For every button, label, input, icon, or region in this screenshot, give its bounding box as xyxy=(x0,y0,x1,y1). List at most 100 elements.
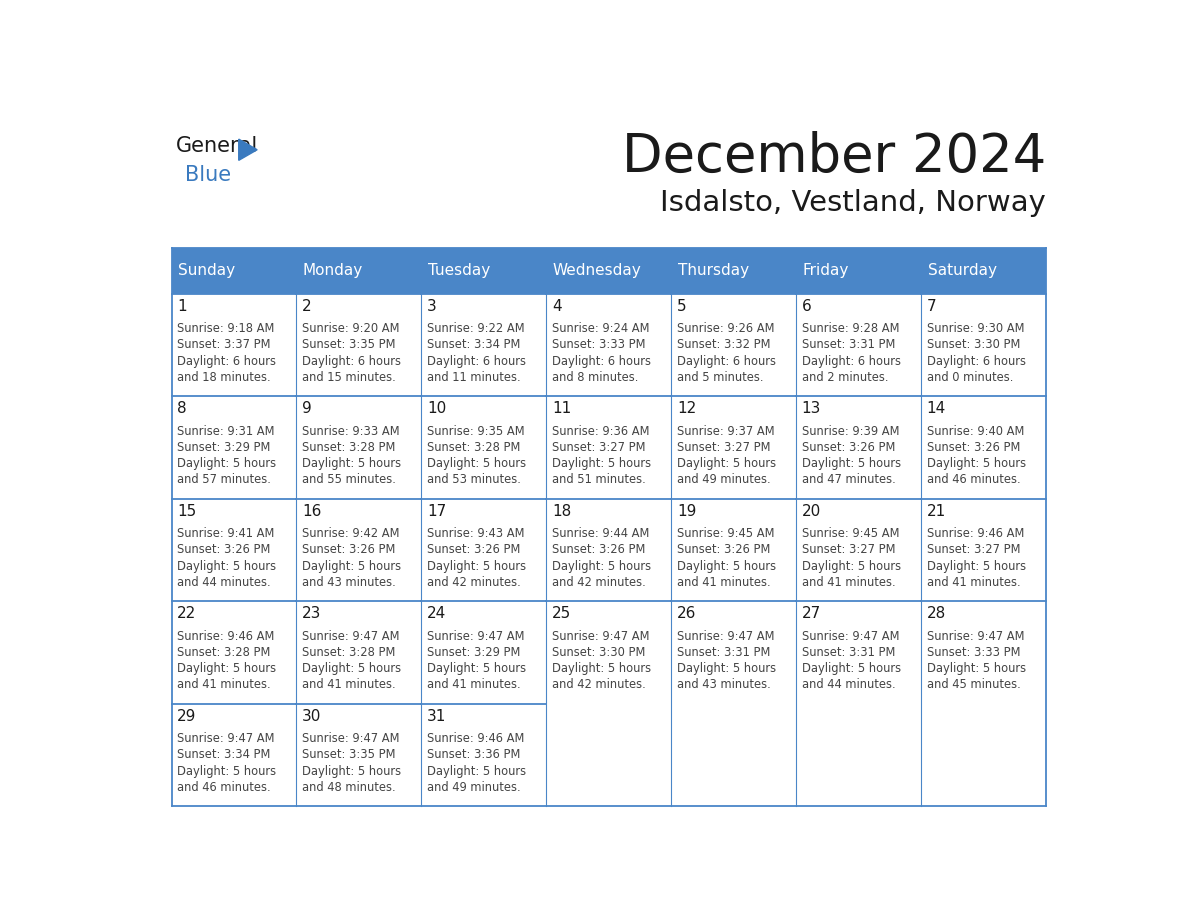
Bar xyxy=(546,248,671,294)
Text: Daylight: 5 hours: Daylight: 5 hours xyxy=(927,457,1026,470)
Text: Daylight: 5 hours: Daylight: 5 hours xyxy=(927,560,1026,573)
Text: 23: 23 xyxy=(302,607,322,621)
Text: and 41 minutes.: and 41 minutes. xyxy=(302,678,396,691)
Text: Sunrise: 9:31 AM: Sunrise: 9:31 AM xyxy=(177,425,274,438)
Text: and 43 minutes.: and 43 minutes. xyxy=(302,576,396,589)
Text: Thursday: Thursday xyxy=(678,263,748,278)
Text: and 57 minutes.: and 57 minutes. xyxy=(177,474,271,487)
Text: Sunrise: 9:26 AM: Sunrise: 9:26 AM xyxy=(677,322,775,335)
Text: and 44 minutes.: and 44 minutes. xyxy=(802,678,896,691)
Text: Daylight: 5 hours: Daylight: 5 hours xyxy=(426,765,526,778)
Text: and 42 minutes.: and 42 minutes. xyxy=(552,576,645,589)
Bar xyxy=(671,248,796,294)
Text: Wednesday: Wednesday xyxy=(552,263,642,278)
Text: and 53 minutes.: and 53 minutes. xyxy=(426,474,520,487)
Text: Sunrise: 9:40 AM: Sunrise: 9:40 AM xyxy=(927,425,1024,438)
Text: and 41 minutes.: and 41 minutes. xyxy=(677,576,771,589)
Text: Daylight: 5 hours: Daylight: 5 hours xyxy=(177,457,276,470)
Text: Sunrise: 9:28 AM: Sunrise: 9:28 AM xyxy=(802,322,899,335)
Text: and 44 minutes.: and 44 minutes. xyxy=(177,576,271,589)
Text: 3: 3 xyxy=(426,299,437,314)
Text: 15: 15 xyxy=(177,504,196,519)
Text: Daylight: 6 hours: Daylight: 6 hours xyxy=(927,354,1025,368)
Text: and 41 minutes.: and 41 minutes. xyxy=(177,678,271,691)
Bar xyxy=(422,498,546,601)
Text: Tuesday: Tuesday xyxy=(428,263,491,278)
Text: Daylight: 5 hours: Daylight: 5 hours xyxy=(677,662,776,676)
Text: 25: 25 xyxy=(552,607,571,621)
Text: Blue: Blue xyxy=(185,164,232,185)
Text: Sunrise: 9:35 AM: Sunrise: 9:35 AM xyxy=(426,425,525,438)
Text: 4: 4 xyxy=(552,299,562,314)
Text: and 55 minutes.: and 55 minutes. xyxy=(302,474,396,487)
Text: and 48 minutes.: and 48 minutes. xyxy=(302,781,396,794)
Text: 10: 10 xyxy=(426,401,447,417)
Text: Sunset: 3:31 PM: Sunset: 3:31 PM xyxy=(802,339,896,352)
Bar xyxy=(171,601,297,704)
Text: Sunset: 3:26 PM: Sunset: 3:26 PM xyxy=(677,543,770,556)
Text: Sunset: 3:37 PM: Sunset: 3:37 PM xyxy=(177,339,271,352)
Text: Daylight: 5 hours: Daylight: 5 hours xyxy=(426,560,526,573)
Text: Daylight: 6 hours: Daylight: 6 hours xyxy=(426,354,526,368)
Text: Sunrise: 9:36 AM: Sunrise: 9:36 AM xyxy=(552,425,650,438)
Text: 5: 5 xyxy=(677,299,687,314)
Text: Sunrise: 9:45 AM: Sunrise: 9:45 AM xyxy=(677,527,775,540)
Text: Sunrise: 9:22 AM: Sunrise: 9:22 AM xyxy=(426,322,525,335)
Text: Sunrise: 9:41 AM: Sunrise: 9:41 AM xyxy=(177,527,274,540)
Text: 21: 21 xyxy=(927,504,946,519)
Text: 14: 14 xyxy=(927,401,946,417)
Bar xyxy=(546,294,671,397)
Text: Sunrise: 9:45 AM: Sunrise: 9:45 AM xyxy=(802,527,899,540)
Text: Sunset: 3:26 PM: Sunset: 3:26 PM xyxy=(302,543,396,556)
Text: Sunset: 3:31 PM: Sunset: 3:31 PM xyxy=(677,646,770,659)
Text: Sunrise: 9:47 AM: Sunrise: 9:47 AM xyxy=(677,630,775,643)
Text: Sunset: 3:34 PM: Sunset: 3:34 PM xyxy=(426,339,520,352)
Text: 8: 8 xyxy=(177,401,187,417)
Text: Sunset: 3:35 PM: Sunset: 3:35 PM xyxy=(302,748,396,761)
Text: and 42 minutes.: and 42 minutes. xyxy=(552,678,645,691)
Text: 19: 19 xyxy=(677,504,696,519)
Bar xyxy=(297,294,422,397)
Text: Daylight: 5 hours: Daylight: 5 hours xyxy=(677,560,776,573)
Bar xyxy=(671,498,796,601)
Text: Sunset: 3:26 PM: Sunset: 3:26 PM xyxy=(927,441,1020,454)
Text: and 5 minutes.: and 5 minutes. xyxy=(677,371,764,384)
Text: 26: 26 xyxy=(677,607,696,621)
Text: Sunrise: 9:44 AM: Sunrise: 9:44 AM xyxy=(552,527,650,540)
Text: Daylight: 5 hours: Daylight: 5 hours xyxy=(552,560,651,573)
Text: 6: 6 xyxy=(802,299,811,314)
Bar xyxy=(796,248,921,294)
Text: Daylight: 6 hours: Daylight: 6 hours xyxy=(552,354,651,368)
Text: Sunrise: 9:47 AM: Sunrise: 9:47 AM xyxy=(302,630,399,643)
Bar xyxy=(921,294,1047,397)
Text: Daylight: 5 hours: Daylight: 5 hours xyxy=(552,662,651,676)
Text: Sunrise: 9:46 AM: Sunrise: 9:46 AM xyxy=(177,630,274,643)
Text: Sunset: 3:30 PM: Sunset: 3:30 PM xyxy=(927,339,1020,352)
Text: Sunset: 3:29 PM: Sunset: 3:29 PM xyxy=(426,646,520,659)
Text: Sunrise: 9:46 AM: Sunrise: 9:46 AM xyxy=(927,527,1024,540)
Text: 11: 11 xyxy=(552,401,571,417)
Text: Sunset: 3:36 PM: Sunset: 3:36 PM xyxy=(426,748,520,761)
Text: and 41 minutes.: and 41 minutes. xyxy=(426,678,520,691)
Text: 31: 31 xyxy=(426,709,447,724)
Text: Sunset: 3:32 PM: Sunset: 3:32 PM xyxy=(677,339,770,352)
Bar xyxy=(297,704,422,806)
Text: 17: 17 xyxy=(426,504,447,519)
Text: 2: 2 xyxy=(302,299,311,314)
Text: Sunrise: 9:47 AM: Sunrise: 9:47 AM xyxy=(302,733,399,745)
Text: Daylight: 5 hours: Daylight: 5 hours xyxy=(802,457,901,470)
Text: 16: 16 xyxy=(302,504,322,519)
Text: Sunset: 3:27 PM: Sunset: 3:27 PM xyxy=(802,543,896,556)
Text: Sunrise: 9:42 AM: Sunrise: 9:42 AM xyxy=(302,527,399,540)
Bar xyxy=(171,704,297,806)
Bar xyxy=(796,498,921,601)
Text: and 2 minutes.: and 2 minutes. xyxy=(802,371,889,384)
Bar xyxy=(422,601,546,704)
Text: Daylight: 6 hours: Daylight: 6 hours xyxy=(177,354,276,368)
Text: and 49 minutes.: and 49 minutes. xyxy=(426,781,520,794)
Text: Daylight: 5 hours: Daylight: 5 hours xyxy=(177,560,276,573)
Text: Daylight: 5 hours: Daylight: 5 hours xyxy=(927,662,1026,676)
Text: Saturday: Saturday xyxy=(928,263,997,278)
Text: Sunset: 3:26 PM: Sunset: 3:26 PM xyxy=(802,441,896,454)
Text: and 15 minutes.: and 15 minutes. xyxy=(302,371,396,384)
